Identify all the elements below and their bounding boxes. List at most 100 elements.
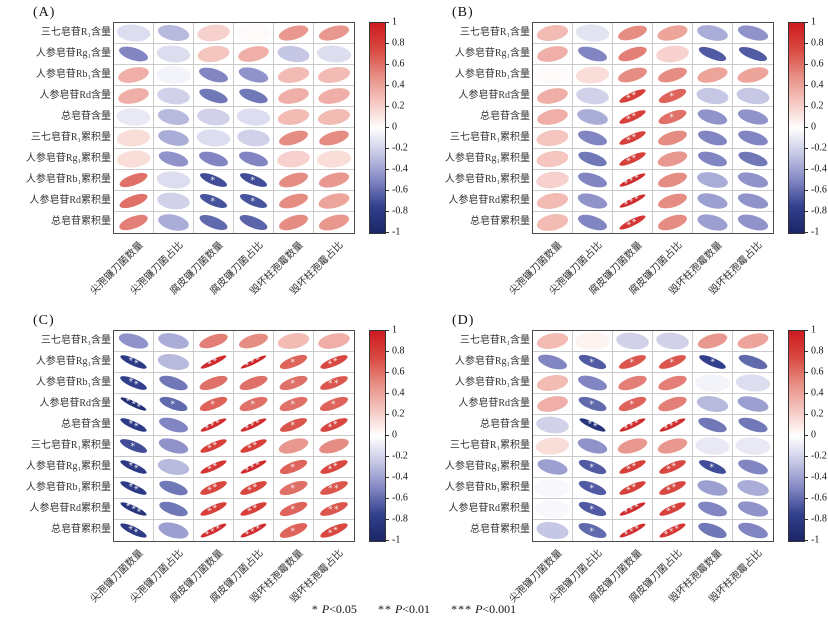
corr-cell <box>573 86 613 107</box>
correlation-panel-b: (B) 三七皂苷R₁含量 人参皂苷Rg₁含量 人参皂苷Rb₁含量 人参皂苷Rd含量 总皂苷… <box>442 5 828 305</box>
colorbar-tick-label: -0.6 <box>811 184 827 196</box>
colorbar-tick <box>804 330 808 331</box>
correlation-ellipse <box>737 67 769 83</box>
colorbar-tick <box>385 540 389 541</box>
correlation-ellipse <box>120 376 147 390</box>
correlation-ellipse <box>535 437 570 455</box>
colorbar-tick <box>385 414 389 415</box>
correlation-ellipse <box>698 151 727 167</box>
corr-cell <box>733 331 773 352</box>
corr-cell <box>154 86 194 107</box>
corr-cell: * <box>194 191 234 212</box>
correlation-ellipse <box>577 438 608 454</box>
corr-cell <box>154 499 194 520</box>
corr-cell <box>154 352 194 373</box>
corr-cell <box>154 436 194 457</box>
row-label: 人参皂苷Rd含量 <box>458 398 530 409</box>
corr-cell <box>533 149 573 170</box>
colorbar-tick-label: 0.2 <box>811 408 824 420</box>
corr-cell: ** <box>653 478 693 499</box>
corr-cell <box>533 499 573 520</box>
corr-cell <box>314 436 354 457</box>
colorbar-tick <box>804 190 808 191</box>
correlation-ellipse <box>658 396 687 412</box>
corr-cell <box>314 44 354 65</box>
correlation-ellipse <box>279 459 308 475</box>
correlation-ellipse <box>659 418 686 432</box>
corr-cell <box>114 149 154 170</box>
corr-cell <box>573 128 613 149</box>
colorbar-tick <box>385 372 389 373</box>
correlation-ellipse <box>697 214 728 231</box>
corr-cell <box>194 212 234 233</box>
correlation-ellipse <box>120 397 147 411</box>
correlation-ellipse <box>536 171 569 189</box>
colorbar <box>788 330 805 542</box>
correlation-ellipse <box>156 45 191 63</box>
corr-cell: *** <box>613 499 653 520</box>
correlation-ellipse <box>575 332 610 350</box>
corr-cell: ** <box>613 457 653 478</box>
corr-cell: ** <box>114 415 154 436</box>
corr-cell <box>234 44 274 65</box>
correlation-ellipse <box>619 110 646 124</box>
correlation-ellipse <box>239 151 268 167</box>
correlation-ellipse <box>120 460 147 474</box>
row-label: 三七皂苷R₁含量 <box>459 335 530 346</box>
corr-cell: ** <box>234 436 274 457</box>
corr-cell <box>194 65 234 86</box>
threshold-2: <0.01 <box>402 602 431 616</box>
correlation-ellipse <box>199 396 228 412</box>
colorbar-tick <box>804 127 808 128</box>
colorbar-tick <box>804 232 808 233</box>
correlation-ellipse <box>279 214 308 231</box>
corr-cell <box>314 107 354 128</box>
correlation-ellipse <box>318 214 350 231</box>
correlation-ellipse <box>576 87 609 105</box>
corr-cell: * <box>653 107 693 128</box>
correlation-ellipse <box>658 130 687 146</box>
colorbar-tick-label: -0.6 <box>392 184 408 196</box>
correlation-ellipse <box>578 46 607 62</box>
correlation-ellipse <box>240 355 267 369</box>
correlation-ellipse <box>738 522 768 539</box>
colorbar-tick <box>804 477 808 478</box>
corr-cell <box>573 65 613 86</box>
correlation-ellipse <box>157 192 190 210</box>
corr-cell: * <box>613 394 653 415</box>
corr-cell: ** <box>314 520 354 541</box>
threshold-3: <0.001 <box>482 602 517 616</box>
corr-cell <box>693 478 733 499</box>
correlation-ellipse <box>657 25 688 41</box>
corr-cell <box>693 128 733 149</box>
corr-cell <box>733 149 773 170</box>
colorbar-tick <box>385 211 389 212</box>
correlation-ellipse <box>240 418 267 432</box>
correlation-ellipse <box>737 214 769 231</box>
corr-cell <box>194 44 234 65</box>
colorbar-tick <box>804 435 808 436</box>
colorbar-tick-label: -1 <box>811 226 820 238</box>
corr-cell <box>234 107 274 128</box>
correlation-ellipse <box>619 173 646 187</box>
corr-cell: ** <box>613 107 653 128</box>
correlation-ellipse <box>536 129 569 147</box>
correlation-ellipse <box>118 88 149 104</box>
corr-cell: * <box>194 394 234 415</box>
correlation-ellipse <box>698 501 727 517</box>
correlation-ellipse <box>156 66 191 84</box>
correlation-ellipse <box>697 109 728 125</box>
correlation-ellipse <box>236 108 271 126</box>
corr-cell <box>114 65 154 86</box>
corr-cell <box>533 478 573 499</box>
row-label: 人参皂苷Rd含量 <box>458 90 530 101</box>
correlation-ellipse <box>279 130 308 146</box>
correlation-matrix: * * * * <box>113 22 355 234</box>
correlation-ellipse <box>279 480 308 496</box>
correlation-ellipse <box>697 25 728 41</box>
corr-cell: * <box>154 394 194 415</box>
correlation-ellipse <box>318 172 350 188</box>
correlation-ellipse <box>658 214 687 231</box>
correlation-ellipse <box>240 502 267 516</box>
corr-cell: * <box>573 499 613 520</box>
